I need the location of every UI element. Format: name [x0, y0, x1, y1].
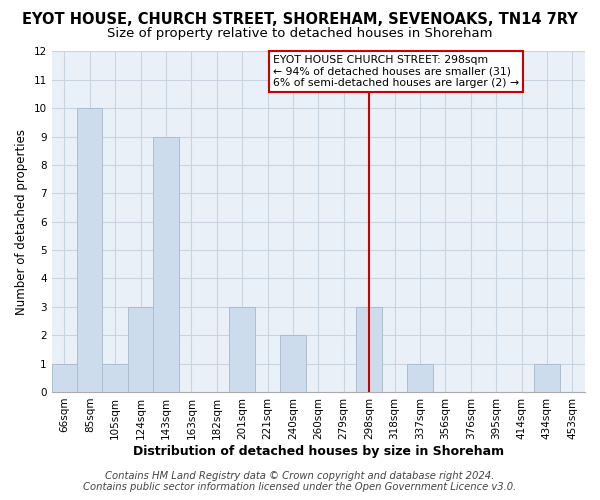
Bar [103, 364, 128, 392]
Bar [52, 364, 77, 392]
Text: EYOT HOUSE, CHURCH STREET, SHOREHAM, SEVENOAKS, TN14 7RY: EYOT HOUSE, CHURCH STREET, SHOREHAM, SEV… [22, 12, 578, 28]
X-axis label: Distribution of detached houses by size in Shoreham: Distribution of detached houses by size … [133, 444, 504, 458]
Text: EYOT HOUSE CHURCH STREET: 298sqm
← 94% of detached houses are smaller (31)
6% of: EYOT HOUSE CHURCH STREET: 298sqm ← 94% o… [273, 55, 519, 88]
Bar [128, 307, 153, 392]
Bar [407, 364, 433, 392]
Text: Contains HM Land Registry data © Crown copyright and database right 2024.
Contai: Contains HM Land Registry data © Crown c… [83, 471, 517, 492]
Bar [280, 335, 305, 392]
Y-axis label: Number of detached properties: Number of detached properties [15, 128, 28, 314]
Bar [229, 307, 255, 392]
Text: Size of property relative to detached houses in Shoreham: Size of property relative to detached ho… [107, 28, 493, 40]
Bar [356, 307, 382, 392]
Bar [153, 136, 179, 392]
Bar [77, 108, 103, 392]
Bar [534, 364, 560, 392]
